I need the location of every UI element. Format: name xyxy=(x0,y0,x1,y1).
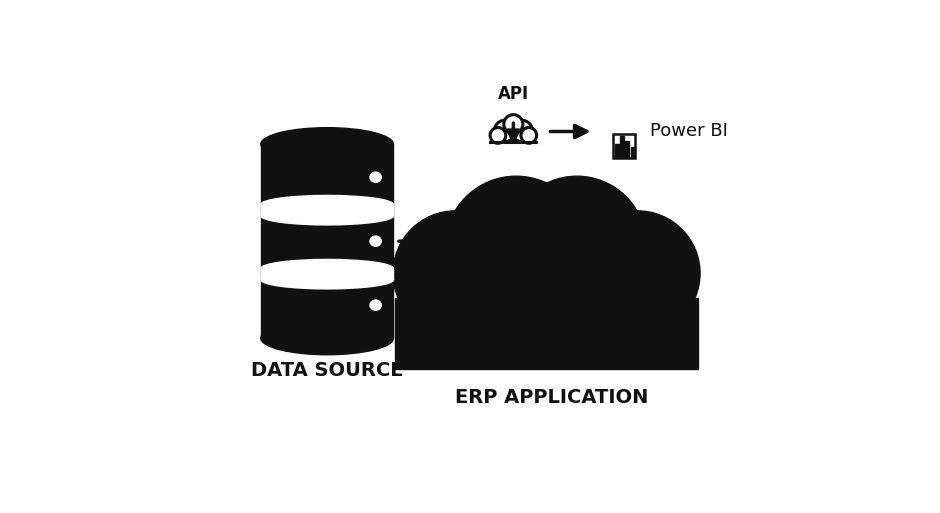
Circle shape xyxy=(508,176,647,315)
Circle shape xyxy=(493,250,601,358)
Ellipse shape xyxy=(370,172,382,182)
Circle shape xyxy=(511,120,532,142)
Circle shape xyxy=(445,176,588,319)
Text: DATA SOURCE: DATA SOURCE xyxy=(251,361,403,380)
Ellipse shape xyxy=(260,207,394,225)
Bar xyxy=(625,141,630,157)
Ellipse shape xyxy=(260,195,394,214)
Bar xyxy=(491,133,537,142)
Text: Power BI: Power BI xyxy=(650,123,728,141)
Bar xyxy=(260,268,394,280)
Ellipse shape xyxy=(260,322,394,354)
Circle shape xyxy=(494,120,516,142)
Circle shape xyxy=(521,128,537,143)
Text: API: API xyxy=(498,86,529,104)
Bar xyxy=(260,144,394,338)
Ellipse shape xyxy=(260,128,394,161)
Circle shape xyxy=(433,241,541,349)
Ellipse shape xyxy=(260,271,394,289)
Circle shape xyxy=(393,211,518,336)
Circle shape xyxy=(575,211,700,336)
Circle shape xyxy=(552,241,659,349)
Bar xyxy=(620,136,624,157)
Circle shape xyxy=(490,128,506,143)
Ellipse shape xyxy=(370,300,382,310)
Bar xyxy=(631,147,634,157)
Bar xyxy=(615,144,619,157)
Bar xyxy=(613,134,634,157)
Bar xyxy=(395,298,698,369)
Text: ERP APPLICATION: ERP APPLICATION xyxy=(455,388,649,407)
Circle shape xyxy=(504,115,523,134)
Bar xyxy=(260,205,394,216)
Ellipse shape xyxy=(370,236,382,246)
Ellipse shape xyxy=(260,260,394,278)
